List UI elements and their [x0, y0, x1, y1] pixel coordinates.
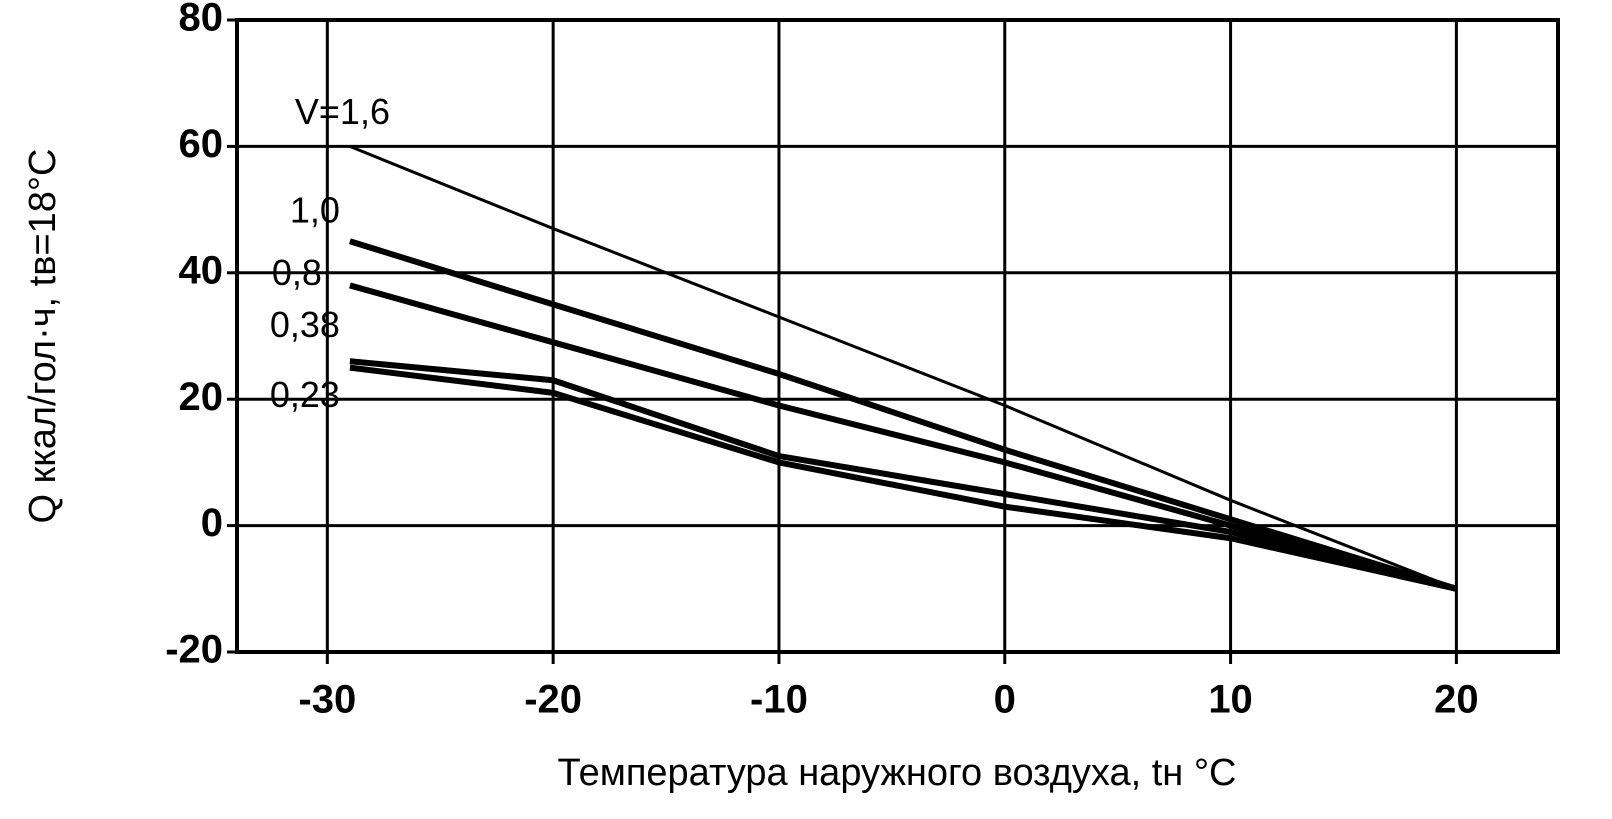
x-tick-label: 10 — [1208, 678, 1253, 722]
y-tick-label: 60 — [179, 122, 224, 166]
series-line — [349, 238, 1458, 592]
series-line — [349, 364, 1458, 592]
y-tick-label: 0 — [201, 501, 223, 545]
x-tick-label: -20 — [524, 678, 582, 722]
x-tick-label: -10 — [750, 678, 808, 722]
y-axis-label: Q ккал/гол·ч, tв=18°C — [22, 149, 64, 524]
plot-frame — [235, 18, 1560, 654]
x-axis-label: Температура наружного воздуха, tн °C — [557, 752, 1236, 794]
series-label: 0,23 — [270, 374, 340, 415]
y-tick-label: 40 — [179, 248, 224, 292]
y-tick-label: 20 — [179, 375, 224, 419]
y-tick-label: -20 — [165, 628, 223, 672]
x-tick-label: 20 — [1434, 678, 1479, 722]
series-line — [349, 358, 1458, 592]
series-label: 0,38 — [270, 304, 340, 345]
series-label: V=1,6 — [295, 91, 390, 132]
x-tick-label: -30 — [298, 678, 356, 722]
series-label: 0,8 — [272, 252, 322, 293]
series-label: 1,0 — [290, 190, 340, 231]
series-line — [349, 145, 1457, 591]
y-tick-label: 80 — [179, 0, 224, 40]
series-line — [349, 282, 1458, 592]
x-tick-label: 0 — [994, 678, 1016, 722]
